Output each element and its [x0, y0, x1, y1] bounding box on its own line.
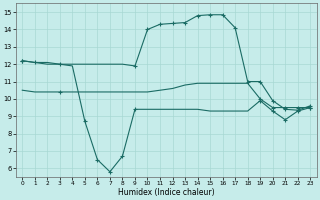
X-axis label: Humidex (Indice chaleur): Humidex (Indice chaleur): [118, 188, 215, 197]
